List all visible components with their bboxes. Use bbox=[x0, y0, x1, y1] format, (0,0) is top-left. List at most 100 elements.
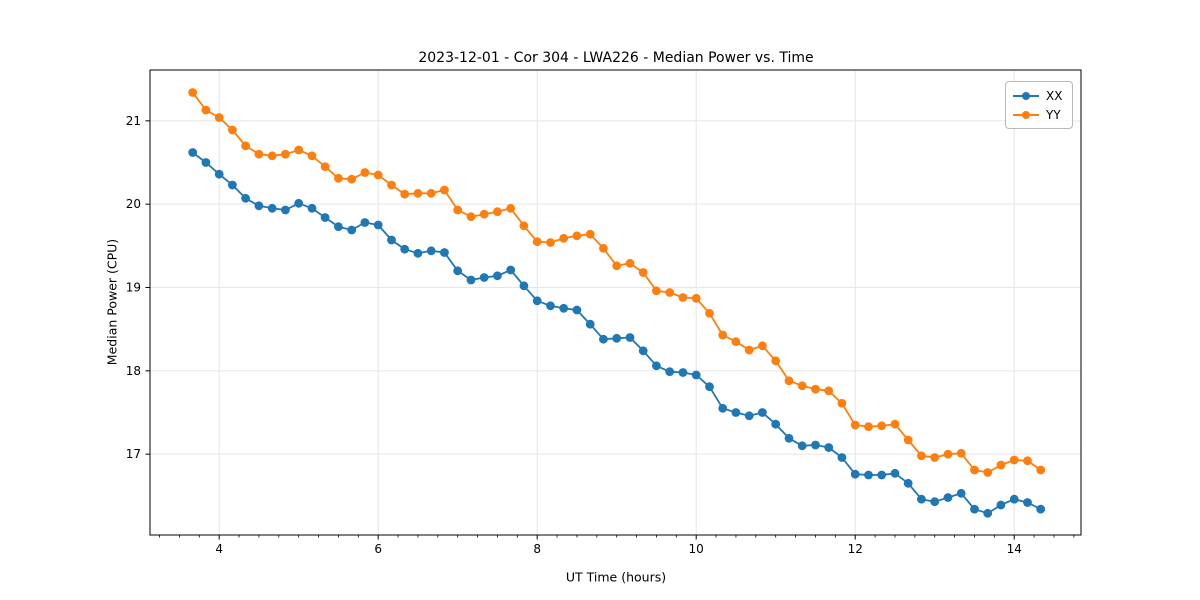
series-marker-yy bbox=[201, 105, 211, 115]
y-tick-label: 20 bbox=[126, 197, 141, 211]
series-marker-xx bbox=[241, 193, 251, 203]
series-marker-xx bbox=[599, 334, 608, 344]
series-marker-yy bbox=[254, 149, 264, 159]
series-marker-yy bbox=[188, 88, 198, 97]
series-marker-yy bbox=[294, 145, 304, 155]
series-marker-yy bbox=[334, 173, 343, 183]
series-marker-xx bbox=[744, 411, 754, 421]
series-marker-yy bbox=[400, 189, 410, 199]
x-tick-label: 12 bbox=[848, 542, 863, 556]
series-marker-xx bbox=[970, 504, 979, 514]
series-marker-yy bbox=[665, 288, 675, 297]
x-tick-label: 8 bbox=[533, 542, 541, 556]
series-marker-xx bbox=[665, 367, 675, 377]
series-marker-yy bbox=[837, 398, 847, 408]
series-marker-xx bbox=[1036, 504, 1046, 514]
series-marker-xx bbox=[559, 303, 569, 313]
series-marker-xx bbox=[811, 440, 820, 450]
series-marker-xx bbox=[903, 478, 913, 488]
series-marker-xx bbox=[625, 333, 635, 342]
series-marker-xx bbox=[718, 403, 728, 413]
series-marker-xx bbox=[824, 443, 834, 452]
series-marker-yy bbox=[718, 330, 728, 340]
series-marker-xx bbox=[943, 493, 953, 502]
series-marker-yy bbox=[241, 141, 251, 151]
series-marker-yy bbox=[691, 293, 701, 303]
series-marker-yy bbox=[744, 345, 754, 355]
series-marker-yy bbox=[877, 421, 887, 431]
series-marker-xx bbox=[705, 382, 714, 392]
series-marker-xx bbox=[678, 368, 688, 377]
series-marker-yy bbox=[1023, 456, 1032, 466]
series-marker-yy bbox=[267, 151, 277, 161]
series-marker-yy bbox=[532, 237, 542, 247]
series-marker-yy bbox=[970, 465, 979, 475]
series-marker-yy bbox=[466, 212, 476, 222]
series-marker-yy bbox=[811, 384, 820, 394]
series-marker-yy bbox=[214, 113, 224, 122]
series-marker-xx bbox=[307, 203, 317, 213]
x-tick-label: 10 bbox=[689, 542, 704, 556]
series-marker-yy bbox=[731, 337, 741, 347]
series-marker-xx bbox=[519, 281, 529, 291]
series-line-yy bbox=[191, 91, 1042, 474]
series-marker-xx bbox=[1009, 494, 1019, 504]
x-axis-label: UT Time (hours) bbox=[565, 569, 667, 585]
legend-marker-icon bbox=[1013, 91, 1039, 101]
x-tick-label: 4 bbox=[215, 542, 223, 556]
series-marker-xx bbox=[731, 408, 741, 417]
y-axis-label: Median Power (CPU) bbox=[104, 238, 120, 366]
x-tick-label: 14 bbox=[1007, 542, 1022, 556]
series-marker-yy bbox=[506, 203, 516, 213]
series-marker-xx bbox=[347, 225, 357, 235]
series-marker-yy bbox=[996, 460, 1006, 470]
series-marker-xx bbox=[506, 265, 516, 275]
series-marker-xx bbox=[890, 468, 900, 478]
legend-entry-xx: XX bbox=[1013, 86, 1064, 105]
series-marker-yy bbox=[572, 231, 582, 241]
series-marker-yy bbox=[824, 386, 834, 396]
series-marker-yy bbox=[360, 168, 370, 177]
series-marker-xx bbox=[320, 213, 330, 222]
series-marker-xx bbox=[214, 169, 224, 179]
series-marker-xx bbox=[334, 222, 343, 232]
y-tick-label: 19 bbox=[126, 281, 141, 295]
series-marker-xx bbox=[493, 271, 502, 281]
series-marker-xx bbox=[360, 218, 370, 227]
series-marker-yy bbox=[479, 209, 489, 219]
series-marker-xx bbox=[546, 301, 555, 311]
series-marker-xx bbox=[426, 246, 436, 256]
series-marker-yy bbox=[373, 170, 383, 180]
series-marker-yy bbox=[930, 453, 940, 462]
series-marker-xx bbox=[532, 296, 542, 306]
series-marker-xx bbox=[850, 469, 860, 479]
series-marker-yy bbox=[917, 451, 926, 461]
series-marker-yy bbox=[281, 149, 290, 159]
series-marker-xx bbox=[784, 433, 794, 443]
series-marker-xx bbox=[453, 266, 463, 276]
series-marker-xx bbox=[387, 235, 396, 245]
series-marker-yy bbox=[440, 185, 449, 195]
y-tick-label: 18 bbox=[126, 364, 141, 378]
series-marker-yy bbox=[519, 221, 529, 231]
series-marker-yy bbox=[850, 420, 860, 430]
series-marker-xx bbox=[281, 205, 290, 215]
series-marker-yy bbox=[890, 419, 900, 429]
series-marker-xx bbox=[983, 508, 993, 518]
series-marker-xx bbox=[864, 470, 873, 480]
series-marker-yy bbox=[983, 468, 993, 477]
series-marker-xx bbox=[267, 203, 277, 213]
series-marker-yy bbox=[956, 448, 966, 458]
series-marker-yy bbox=[599, 243, 608, 253]
series-marker-yy bbox=[612, 261, 622, 271]
series-marker-xx bbox=[188, 148, 198, 157]
series-marker-yy bbox=[758, 341, 767, 351]
legend-marker-icon bbox=[1013, 110, 1039, 120]
series-marker-yy bbox=[943, 449, 953, 459]
series-marker-yy bbox=[903, 435, 913, 445]
series-marker-xx bbox=[228, 180, 237, 190]
series-marker-yy bbox=[307, 151, 317, 161]
series-marker-xx bbox=[652, 361, 661, 371]
